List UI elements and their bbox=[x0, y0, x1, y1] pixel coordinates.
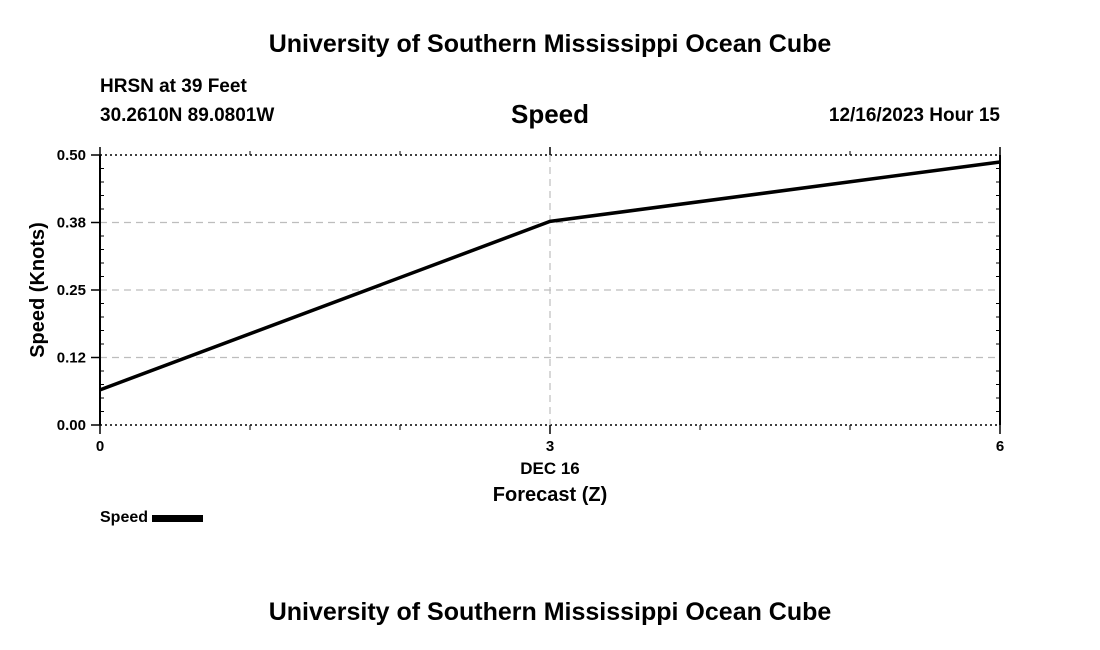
x-tick-label: 0 bbox=[96, 438, 104, 455]
y-tick-label: 0.38 bbox=[57, 215, 86, 232]
y-tick-label: 0.00 bbox=[57, 417, 86, 434]
y-tick-label: 0.12 bbox=[57, 350, 86, 367]
chart-title: University of Southern Mississippi Ocean… bbox=[268, 30, 832, 58]
footer-title: University of Southern Mississippi Ocean… bbox=[268, 598, 832, 626]
x-date-label: DEC 16 bbox=[520, 459, 580, 478]
legend-label: Speed bbox=[100, 509, 149, 526]
forecast-datetime: 12/16/2023 Hour 15 bbox=[828, 105, 1000, 126]
coordinates-label: 30.2610N 89.0801W bbox=[100, 105, 275, 126]
x-tick-label: 6 bbox=[996, 438, 1004, 455]
y-axis-title: Speed (Knots) bbox=[27, 222, 49, 358]
x-tick-label: 3 bbox=[546, 438, 554, 455]
station-label: HRSN at 39 Feet bbox=[100, 76, 247, 97]
speed-series-line bbox=[99, 160, 1001, 392]
legend: Speed bbox=[100, 509, 204, 527]
x-axis-title: Forecast (Z) bbox=[493, 484, 607, 506]
variable-title: Speed bbox=[510, 99, 590, 129]
legend-swatch bbox=[152, 514, 204, 522]
y-tick-label: 0.25 bbox=[57, 282, 86, 299]
y-tick-label: 0.50 bbox=[57, 147, 86, 164]
